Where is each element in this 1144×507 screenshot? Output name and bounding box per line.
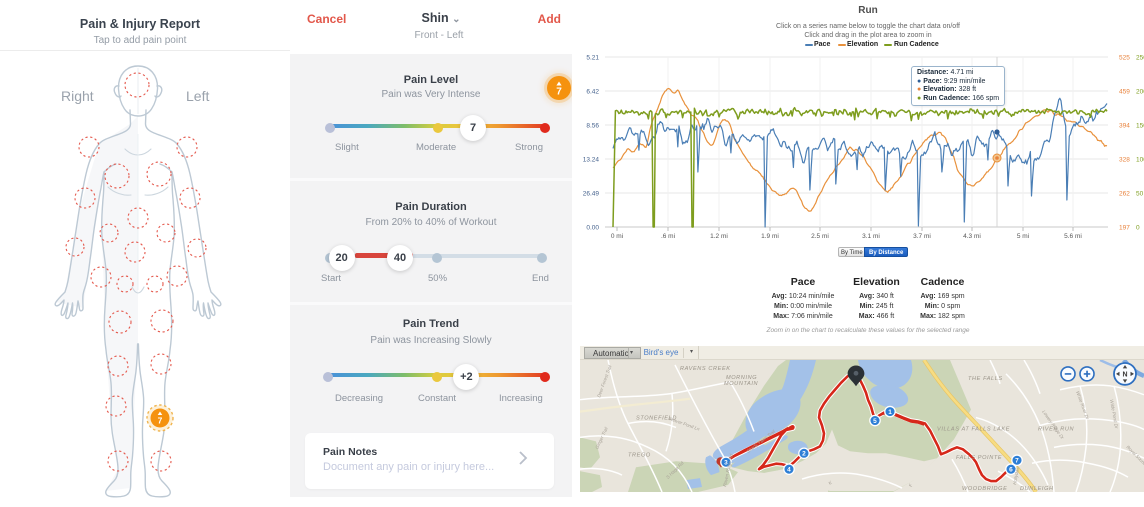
svg-text:1.2 mi: 1.2 mi [710, 233, 728, 240]
svg-text:7: 7 [1015, 458, 1019, 465]
svg-text:100: 100 [1136, 157, 1144, 164]
svg-text:Wilde Pond Dr: Wilde Pond Dr [1109, 399, 1119, 429]
svg-text:7: 7 [556, 86, 562, 97]
svg-text:150: 150 [1136, 123, 1144, 130]
svg-text:4.3 mi: 4.3 mi [963, 233, 981, 240]
svg-text:5.6 mi: 5.6 mi [1064, 233, 1082, 240]
svg-text:1: 1 [888, 409, 892, 416]
svg-text:MOUNTAIN: MOUNTAIN [724, 381, 759, 387]
svg-text:STONEFIELD: STONEFIELD [636, 416, 677, 422]
svg-text:8.56: 8.56 [586, 123, 599, 130]
svg-text:394: 394 [1119, 123, 1130, 130]
svg-text:50: 50 [1136, 191, 1144, 198]
svg-text:FALLS POINTE: FALLS POINTE [956, 455, 1002, 461]
svg-text:5: 5 [873, 418, 877, 425]
svg-text:459: 459 [1119, 89, 1130, 96]
svg-text:RIVER RUN: RIVER RUN [1038, 426, 1074, 432]
svg-text:13.24: 13.24 [583, 157, 600, 164]
svg-text:7: 7 [158, 416, 163, 426]
svg-text:3.1 mi: 3.1 mi [862, 233, 880, 240]
svg-text:1.9 mi: 1.9 mi [761, 233, 779, 240]
svg-text:328: 328 [1119, 157, 1130, 164]
svg-text:3.7 mi: 3.7 mi [913, 233, 931, 240]
svg-text:26.49: 26.49 [583, 191, 600, 198]
svg-text:RAVENS CREEK: RAVENS CREEK [680, 366, 731, 372]
svg-text:0.00: 0.00 [586, 225, 599, 232]
svg-text:0: 0 [1136, 225, 1140, 232]
svg-text:5.21: 5.21 [586, 55, 599, 62]
svg-text:2: 2 [802, 451, 806, 458]
svg-text:262: 262 [1119, 191, 1130, 198]
svg-text:250: 250 [1136, 55, 1144, 62]
svg-text:Hollydale: Hollydale [1012, 465, 1020, 485]
svg-text:VILLAS AT FALLS LAKE: VILLAS AT FALLS LAKE [937, 426, 1010, 432]
svg-text:WOODBRIDGE: WOODBRIDGE [962, 486, 1007, 492]
svg-text:525: 525 [1119, 55, 1130, 62]
svg-text:.6 mi: .6 mi [661, 233, 675, 240]
svg-text:3: 3 [724, 460, 728, 467]
svg-text:N: N [1122, 372, 1127, 379]
svg-text:TREGO: TREGO [628, 452, 651, 458]
svg-text:6: 6 [1009, 467, 1013, 474]
svg-text:0 mi: 0 mi [611, 233, 623, 240]
svg-text:4: 4 [787, 467, 791, 474]
svg-text:200: 200 [1136, 89, 1144, 96]
svg-text:2.5 mi: 2.5 mi [811, 233, 829, 240]
svg-text:6.42: 6.42 [586, 89, 599, 96]
svg-text:THE FALLS: THE FALLS [968, 376, 1003, 382]
svg-text:197: 197 [1119, 225, 1130, 232]
svg-text:5 mi: 5 mi [1017, 233, 1029, 240]
svg-text:MORNING: MORNING [726, 375, 757, 381]
svg-text:DUNLEIGH: DUNLEIGH [1020, 486, 1054, 492]
